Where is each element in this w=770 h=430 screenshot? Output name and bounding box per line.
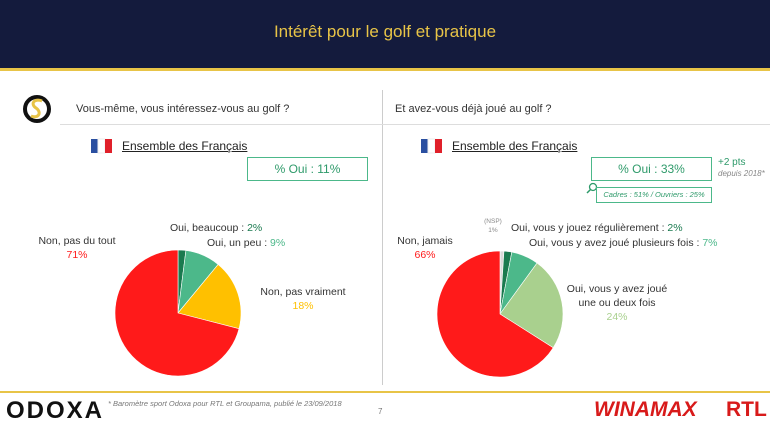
slice-label: Non, jamais 66% <box>385 234 465 262</box>
pie-slice <box>177 264 242 330</box>
population: Ensemble des Français <box>122 139 248 153</box>
footer-note: * Baromètre sport Odoxa pour RTL et Grou… <box>108 399 342 408</box>
detail: Cadres : 51% / Ouvriers : 25% <box>596 187 712 203</box>
divider <box>382 90 383 385</box>
category-label: Non, pas vraiment <box>260 286 346 298</box>
value-label: 2% <box>247 222 263 234</box>
summary-box: % Oui : 33% <box>591 157 712 181</box>
page-number: 7 <box>378 407 383 416</box>
footer-rule <box>0 391 770 393</box>
category-label: Oui, un peu : <box>207 237 268 249</box>
value-label: 24% <box>606 311 628 323</box>
value-label: 2% <box>667 222 683 234</box>
slice-label: Oui, beaucoup : 2% <box>170 222 262 235</box>
slice-label: Oui, vous y jouez régulièrement : 2% <box>511 222 683 235</box>
value-label: 66% <box>414 249 436 261</box>
question: Vous-même, vous intéressez-vous au golf … <box>76 103 290 115</box>
category-label: (NSP) <box>484 218 502 225</box>
category-label: Oui, vous y avez joué plusieurs fois : <box>529 237 700 249</box>
header-band <box>0 0 770 68</box>
slice-label: Oui, vous y avez joué plusieurs fois : 7… <box>529 237 718 250</box>
category-label: Non, jamais <box>397 235 453 247</box>
question: Et avez-vous déjà joué au golf ? <box>395 103 552 115</box>
value-label: 71% <box>66 249 88 261</box>
category-label: Oui, vous y avez joué une ou deux fois <box>566 283 668 309</box>
footer-logo: ODOXA <box>6 397 105 424</box>
pie-slice <box>499 262 564 349</box>
change-note: depuis 2018* <box>718 169 765 178</box>
pie-slice <box>436 250 554 378</box>
header-rule <box>0 68 770 71</box>
population: Ensemble des Français <box>452 139 578 153</box>
slice-label: Non, pas du tout 71% <box>22 234 132 262</box>
brand-logo: WINAMAX <box>594 398 697 421</box>
slice-label: Oui, un peu : 9% <box>207 237 285 250</box>
category-label: Oui, beaucoup : <box>170 222 245 234</box>
value-label: 7% <box>702 237 718 249</box>
change: +2 pts <box>718 157 746 168</box>
summary-box: % Oui : 11% <box>247 157 368 181</box>
flag <box>91 138 112 154</box>
category-label: Oui, vous y jouez régulièrement : <box>511 222 665 234</box>
top-rule <box>60 124 770 125</box>
slice-label: Oui, vous y avez joué une ou deux fois 24… <box>560 282 674 324</box>
value-label: 9% <box>270 237 286 249</box>
slice-label: (NSP) 1% <box>473 217 513 235</box>
pie-slice <box>114 249 240 377</box>
slice-label: Non, pas vraiment 18% <box>248 285 358 313</box>
brand-logo: RTL <box>726 398 767 421</box>
value-label: 1% <box>488 227 498 234</box>
slide-title: Intérêt pour le golf et pratique <box>273 22 497 41</box>
flag <box>421 138 442 154</box>
category-label: Non, pas du tout <box>38 235 116 247</box>
value-label: 18% <box>292 300 314 312</box>
odoxa-icon <box>23 95 51 123</box>
